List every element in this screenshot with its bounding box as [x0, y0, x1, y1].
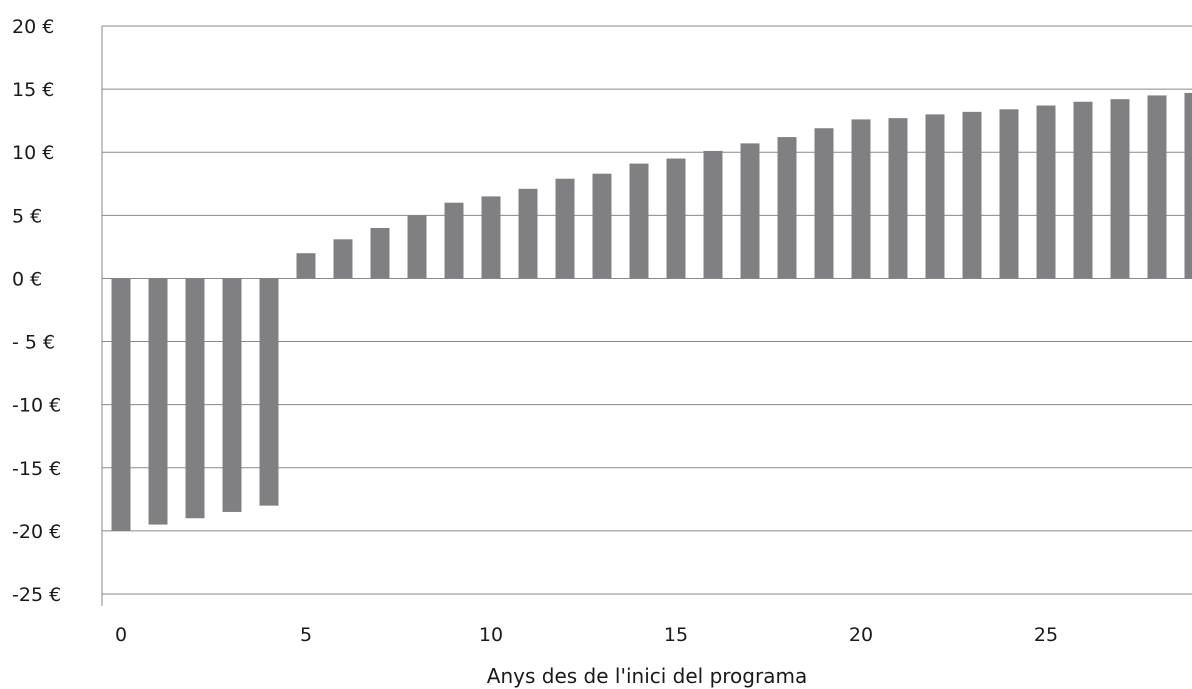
x-tick-label: 10	[479, 624, 503, 646]
bar-29	[1184, 92, 1192, 279]
bar-2	[185, 278, 205, 519]
bar-4	[259, 278, 279, 506]
bar-15	[666, 158, 686, 279]
bar-18	[777, 137, 797, 279]
bar-12	[555, 178, 575, 279]
x-tick-label: 0	[115, 624, 127, 646]
bar-6	[333, 239, 353, 279]
y-tick-label: 20 €	[12, 16, 54, 38]
bar-28	[1147, 95, 1167, 279]
bar-22	[925, 114, 945, 279]
bars	[111, 92, 1192, 531]
bar-8	[407, 215, 427, 279]
y-tick-label: 0 €	[12, 268, 42, 290]
x-tick-label: 25	[1034, 624, 1058, 646]
bar-13	[592, 173, 612, 279]
x-tick-label: 20	[849, 624, 873, 646]
bar-20	[851, 119, 871, 279]
bar-5	[296, 253, 316, 279]
bar-9	[444, 202, 464, 279]
bar-14	[629, 163, 649, 279]
bar-24	[999, 109, 1019, 279]
bar-0	[111, 278, 131, 531]
y-tick-label: -20 €	[12, 521, 61, 543]
x-tick-label: 5	[300, 624, 312, 646]
bar-27	[1110, 99, 1130, 279]
x-tick-labels: 0 5 10 15 20 25	[115, 624, 1058, 646]
bar-19	[814, 128, 834, 279]
y-tick-label: 10 €	[12, 142, 54, 164]
bar-26	[1073, 101, 1093, 279]
bar-25	[1036, 105, 1056, 279]
bar-3	[222, 278, 242, 512]
y-tick-label: -15 €	[12, 458, 61, 480]
bar-23	[962, 111, 982, 279]
bar-7	[370, 227, 390, 279]
bar-10	[481, 196, 501, 279]
bar-11	[518, 188, 538, 279]
x-tick-label: 15	[664, 624, 688, 646]
bar-21	[888, 118, 908, 279]
bar-17	[740, 143, 760, 279]
y-tick-label: -10 €	[12, 395, 61, 417]
bar-16	[703, 150, 723, 279]
bar-1	[148, 278, 168, 525]
y-tick-label: -25 €	[12, 584, 61, 606]
y-tick-label: - 5 €	[12, 332, 55, 354]
y-tick-label: 5 €	[12, 205, 42, 227]
y-tick-labels: 20 € 15 € 10 € 5 € 0 € - 5 € -10 € -15 € -20 € -2…	[12, 16, 61, 606]
x-axis-title: Anys des de l'inici del programa	[487, 664, 807, 688]
y-tick-label: 15 €	[12, 79, 54, 101]
